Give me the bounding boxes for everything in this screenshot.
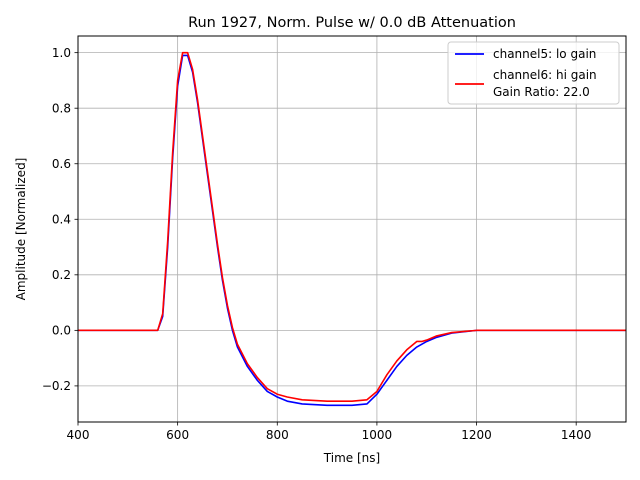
x-tick-label: 1400 <box>561 428 592 442</box>
series-line-hi-gain <box>78 51 626 402</box>
chart-title: Run 1927, Norm. Pulse w/ 0.0 dB Attenuat… <box>188 15 516 31</box>
y-tick-label: 0.0 <box>52 324 71 338</box>
legend: channel5: lo gain channel6: hi gain Gain… <box>447 41 620 105</box>
y-tick-label: 0.6 <box>52 157 71 171</box>
legend-label-hi-gain: channel6: hi gain <box>493 68 597 82</box>
legend-label-lo-gain: channel5: lo gain <box>493 47 596 61</box>
y-tick-label: 0.8 <box>52 102 71 116</box>
x-tick-label: 400 <box>67 428 90 442</box>
y-tick-label: 0.4 <box>52 213 71 227</box>
series-layer <box>78 51 626 407</box>
plot-frame <box>77 35 627 423</box>
y-tick-label: −0.2 <box>42 379 71 393</box>
y-tick-label: 0.2 <box>52 268 71 282</box>
x-axis: 400 600 800 1000 1200 1400 <box>67 422 592 442</box>
x-tick-label: 1000 <box>362 428 393 442</box>
y-axis: −0.2 0.0 0.2 0.4 0.6 0.8 1.0 <box>42 46 78 393</box>
x-tick-label: 1200 <box>461 428 492 442</box>
x-axis-label: Time [ns] <box>323 451 380 465</box>
legend-box <box>447 41 620 105</box>
grid <box>77 36 626 422</box>
y-axis-label: Amplitude [Normalized] <box>14 158 28 301</box>
x-tick-label: 800 <box>266 428 289 442</box>
y-tick-label: 1.0 <box>52 46 71 60</box>
legend-label-gain-ratio: Gain Ratio: 22.0 <box>493 85 590 99</box>
x-tick-label: 600 <box>166 428 189 442</box>
